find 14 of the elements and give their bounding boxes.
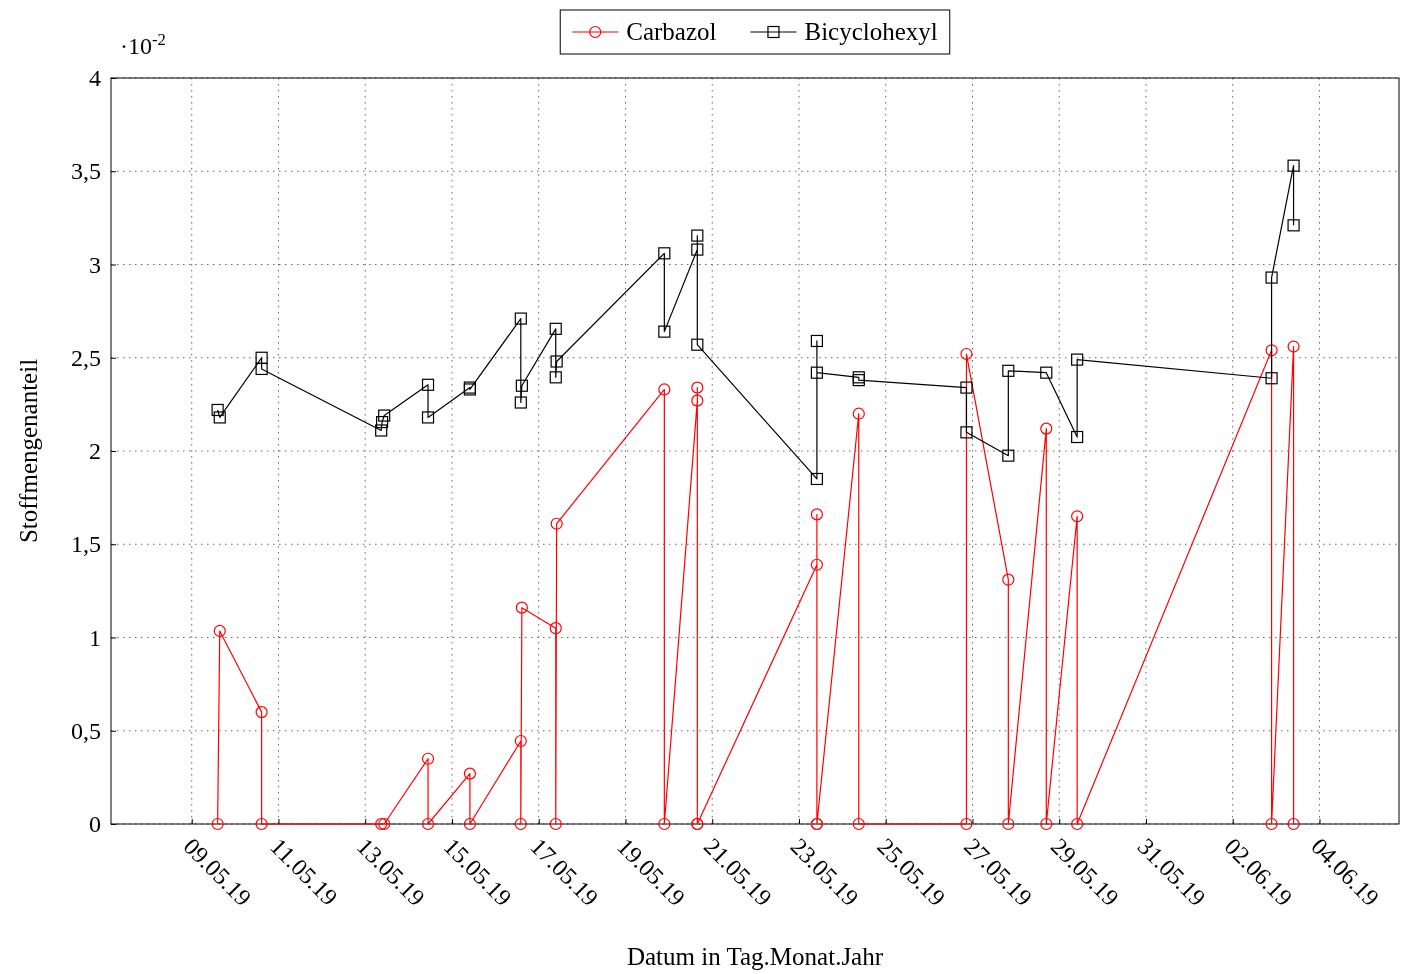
y-tick-label: 1,5 (71, 531, 101, 558)
x-axis-title: Datum in Tag.Monat.Jahr (626, 943, 884, 970)
y-axis-title: Stoffmengenanteil (15, 358, 42, 544)
y-tick-label: 3 (89, 251, 101, 278)
legend-label: Bicyclohexyl (804, 18, 938, 45)
y-tick-label: 2 (89, 438, 101, 465)
legend-label: Carbazol (626, 18, 717, 45)
y-tick-label: 4 (89, 65, 101, 92)
text: ·10$^{-2}$ (120, 29, 166, 59)
y-tick-label: 0,5 (71, 717, 101, 744)
y-tick-label: 2,5 (71, 344, 101, 371)
y-tick-label: 1 (89, 624, 101, 651)
y-tick-label: 3,5 (71, 158, 101, 185)
y-tick-label: 0 (89, 811, 101, 838)
